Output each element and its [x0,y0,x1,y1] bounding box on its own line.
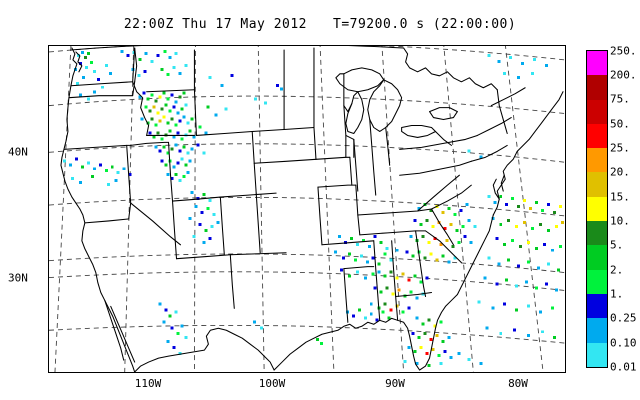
colorbar-band-25 [587,148,607,173]
colorbar-band-010 [587,342,607,367]
colorbar-tick-75: 75. [610,92,630,106]
echo-cluster-florida [403,316,483,368]
echo-cluster-idaho-wyoming [138,91,196,183]
y-tick-label-30n: 30N [8,271,28,285]
colorbar-band-1 [587,293,607,319]
echo-cluster-great-basin [62,157,132,187]
echo-cluster-northeast [254,53,549,159]
colorbar-band-15 [587,196,607,222]
colorbar-band-10 [587,221,607,246]
colorbar-tick-25: 25. [610,141,630,155]
echo-cluster-southwest [158,302,188,356]
title-model-time: T=79200.0 s (22:00:00) [333,17,517,32]
echo-cluster-northern-rockies [120,49,188,77]
echo-cluster-deep-south [369,270,429,314]
colorbar-band-50 [587,123,607,149]
echo-cluster-atlantic-offshore [477,195,565,340]
colorbar-tick-10: 10. [610,214,630,228]
echo-cluster-northern-plains [196,73,234,155]
map-boundaries [60,46,564,372]
echo-cluster-mid-south [333,234,399,280]
x-tick-label-110w: 110W [134,377,162,390]
precipitation-field [62,49,565,368]
x-tick-label-90w: 90W [385,377,405,390]
y-tick-label-40n: 40N [8,145,28,159]
colorbar-band-200 [587,75,607,100]
colorbar-band-75 [587,99,607,124]
colorbar-tick-250: 250. [610,44,637,58]
colorbar-tick-1: 1. [610,287,624,301]
colorbar-tick-001: 0.01 [610,360,637,374]
colorbar-band-025 [587,318,607,343]
colorbar-tick-50: 50. [610,117,630,131]
colorbar [586,50,608,368]
echo-cluster-colorado [188,191,220,244]
colorbar-band-2 [587,269,607,294]
chart-title: 22:00Z Thu 17 May 2012 T=79200.0 s (22:00… [0,17,640,32]
colorbar-tick-025: 0.25 [610,311,637,325]
colorbar-band-250 [587,51,607,76]
colorbar-tick-200: 200. [610,68,637,82]
colorbar-tick-2: 2. [610,263,624,277]
colorbar-tick-20: 20. [610,165,630,179]
echo-cluster-gulf-coast [253,308,391,346]
x-tick-label-100w: 100W [258,377,286,390]
graticule-gridlines [49,46,565,372]
colorbar-tick-010: 0.10 [610,336,637,350]
title-valid-time: 22:00Z Thu 17 May 2012 [123,17,307,32]
colorbar-band-20 [587,172,607,197]
map-canvas [49,46,565,372]
x-tick-label-80w: 80W [508,377,528,390]
colorbar-tick-15: 15. [610,190,630,204]
colorbar-tick-5: 5. [610,238,624,252]
map-plot-area[interactable] [48,45,566,373]
colorbar-band-5 [587,245,607,270]
